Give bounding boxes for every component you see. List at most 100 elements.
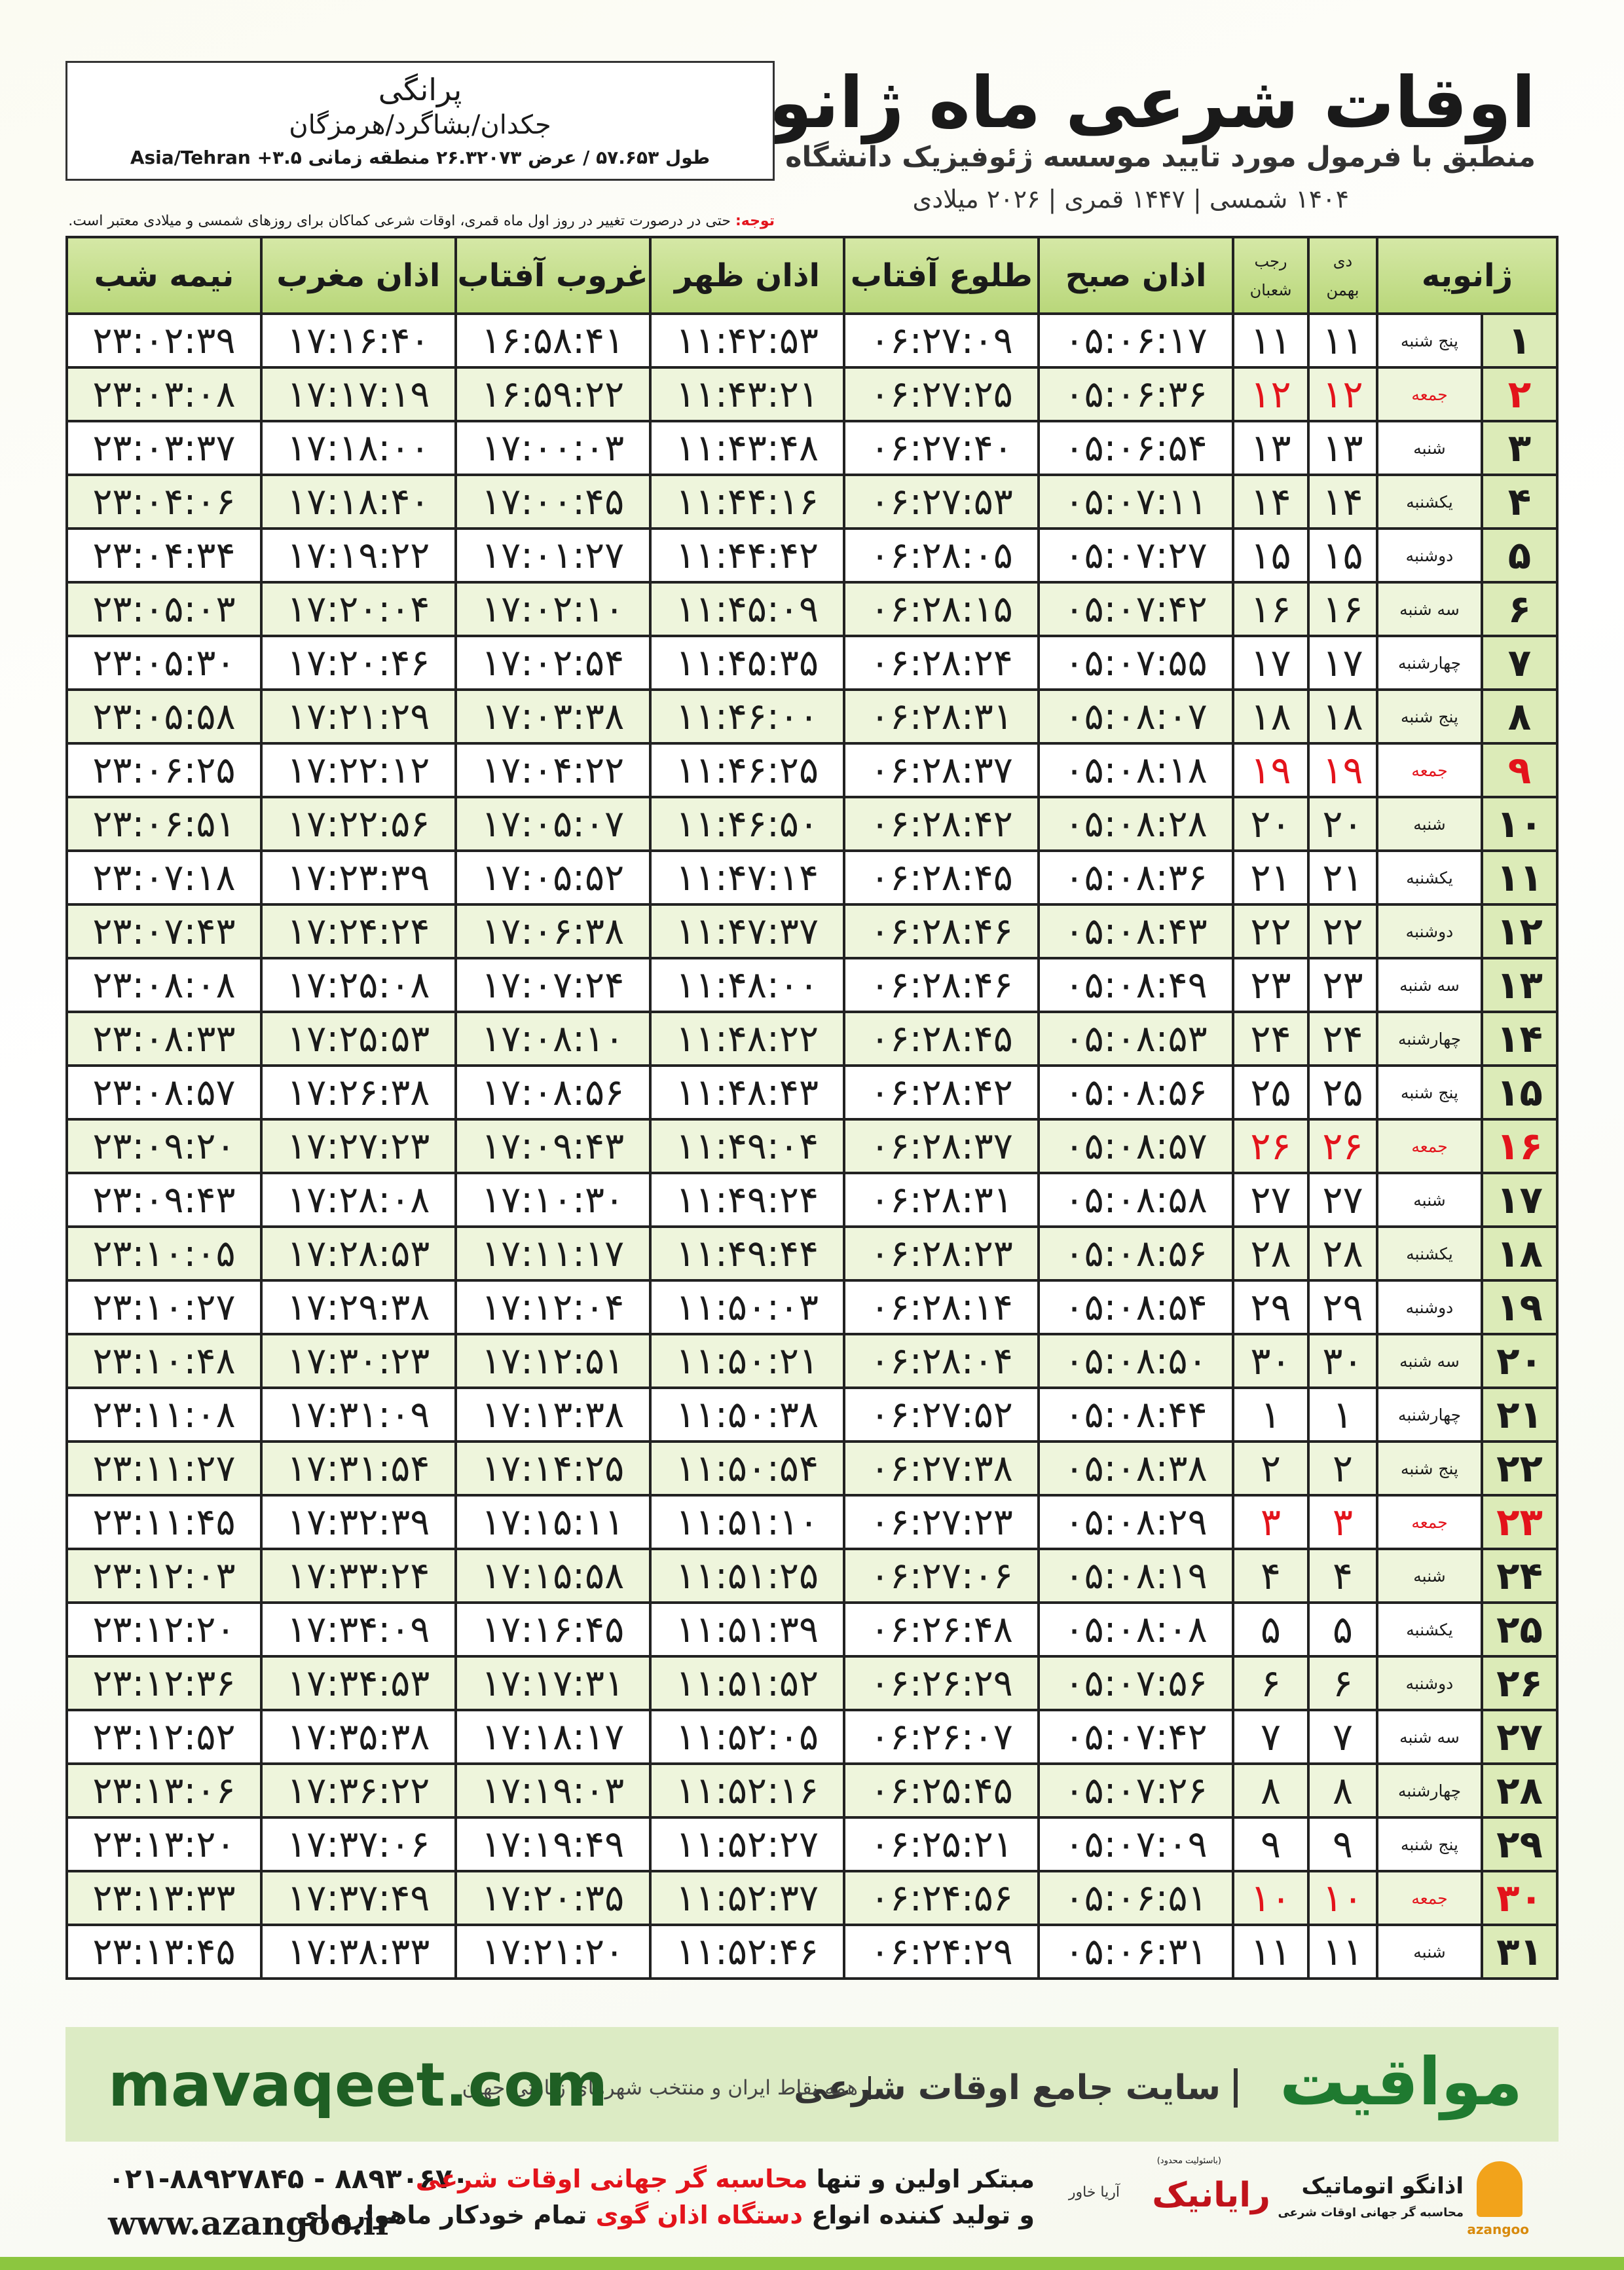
cell: ۱۷:۰۴:۲۲ (454, 742, 652, 798)
cell: یکشنبه (1376, 1225, 1483, 1282)
cell: ۱۴ (1307, 474, 1378, 530)
cell: جمعه (1376, 742, 1483, 798)
cell: ۱۷:۰۰:۰۳ (454, 420, 652, 476)
cell: ۰۵:۰۸:۵۴ (1037, 1279, 1234, 1335)
cell: ۹ (1307, 1816, 1378, 1872)
cell: ۶ (1307, 1655, 1378, 1711)
cell: ۰۵:۰۷:۵۶ (1037, 1655, 1234, 1711)
cell: ۰۵:۰۸:۵۷ (1037, 1118, 1234, 1174)
cell: ۱۶ (1232, 581, 1310, 637)
cell: ۱۳ (1481, 957, 1559, 1013)
cell: ۰۶:۲۸:۴۵ (843, 1011, 1041, 1067)
cell: ۳ (1307, 1494, 1378, 1550)
cell: جمعه (1376, 366, 1483, 422)
cell: شنبه (1376, 1548, 1483, 1604)
cell: ۰۵:۰۷:۲۶ (1037, 1762, 1234, 1819)
cell: ۲ (1307, 1440, 1378, 1497)
cell: ۱۷:۲۲:۱۲ (259, 742, 457, 798)
cell: ۱۷:۲۷:۲۳ (259, 1118, 457, 1174)
cell: ۱۷:۳۴:۰۹ (259, 1601, 457, 1658)
table-row: ۱۷ شنبه ۲۷ ۲۷ ۰۵:۰۸:۵۸ ۰۶:۲۸:۳۱ ۱۱:۴۹:۲۴ ۱۷:۱۰:… (65, 1172, 1559, 1228)
cell: ۰۵:۰۶:۳۶ (1037, 366, 1234, 422)
cell: ۱۳ (1307, 420, 1378, 476)
cell: ۲ (1232, 1440, 1310, 1497)
logo-text: آریا خاور (1068, 2184, 1120, 2201)
table-row: ۱۲ دوشنبه ۲۲ ۲۲ ۰۵:۰۸:۴۳ ۰۶:۲۸:۴۶ ۱۱:۴۷:۳۷ ۱۷:۰… (65, 903, 1559, 959)
cell: ۱۱:۴۶:۰۰ (648, 688, 846, 745)
footer-band (65, 2027, 1559, 2142)
cell: ۸ (1481, 688, 1559, 745)
cell: ۲۳:۱۳:۳۳ (65, 1870, 263, 1926)
cell: دوشنبه (1376, 903, 1483, 959)
logo-text: رایانیک (1152, 2176, 1270, 2215)
cell: ۱۱:۴۵:۰۹ (648, 581, 846, 637)
cell: ۲۹ (1481, 1816, 1559, 1872)
cell: ۰۶:۲۷:۵۳ (843, 474, 1041, 530)
cell: ۱۱:۵۱:۳۹ (648, 1601, 846, 1658)
cell: ۱۵ (1232, 527, 1310, 584)
cell: ۳۰ (1232, 1333, 1310, 1389)
logo-note: (باسئولیت محدود) (1156, 2156, 1221, 2166)
cell: ۱۱:۴۳:۴۸ (648, 420, 846, 476)
cell: ۰۶:۲۷:۰۶ (843, 1548, 1041, 1604)
cell: ۱۵ (1307, 527, 1378, 584)
cell: ۱۱:۴۸:۲۲ (648, 1011, 846, 1067)
tagline-line: و تولید کننده انواع دستگاه اذان گوی تمام… (297, 2201, 1035, 2229)
cell: ۹ (1481, 742, 1559, 798)
cell: ۱۷:۳۰:۲۳ (259, 1333, 457, 1389)
cell: ۱۱:۴۸:۴۳ (648, 1064, 846, 1121)
cell: ۲۳:۰۴:۰۶ (65, 474, 263, 530)
cell: ۱۷:۲۰:۰۴ (259, 581, 457, 637)
column-header: غروب آفتاب (454, 236, 652, 315)
cell: ۱۰ (1307, 1870, 1378, 1926)
cell: ۰۵:۰۶:۵۱ (1037, 1870, 1234, 1926)
table-row: ۲۶ دوشنبه ۶ ۶ ۰۵:۰۷:۵۶ ۰۶:۲۶:۲۹ ۱۱:۵۱:۵۲ ۱۷:۱۷:… (65, 1655, 1559, 1711)
cell: ۱۷:۱۶:۴۰ (259, 312, 457, 369)
cell: ۰۵:۰۸:۵۶ (1037, 1064, 1234, 1121)
cell: ۵ (1232, 1601, 1310, 1658)
text: محاسبه گر جهانی اوقات شرعی (415, 2165, 808, 2193)
cell: ۱۷ (1481, 1172, 1559, 1228)
cell: ۳۰ (1481, 1870, 1559, 1926)
prayer-table: ژانویه دی بهمن رجب شعبان اذان صبح طلوع آفتاب اذ… (65, 236, 1559, 1980)
website[interactable]: mavaqeet.com (108, 2050, 608, 2120)
cell: ۰۶:۲۸:۳۷ (843, 742, 1041, 798)
cell: ۰۵:۰۸:۱۸ (1037, 742, 1234, 798)
cell: ۰۵:۰۸:۰۷ (1037, 688, 1234, 745)
cell: ۱۶:۵۹:۲۲ (454, 366, 652, 422)
cell: ۰۶:۲۸:۳۱ (843, 1172, 1041, 1228)
table-row: ۳ شنبه ۱۳ ۱۳ ۰۵:۰۶:۵۴ ۰۶:۲۷:۴۰ ۱۱:۴۳:۴۸ ۱۷:۰۰:۰… (65, 420, 1559, 476)
cell: یکشنبه (1376, 849, 1483, 906)
cell: ۱۱:۴۴:۱۶ (648, 474, 846, 530)
cell: ۱۷:۳۲:۳۹ (259, 1494, 457, 1550)
cell: ۲۳ (1232, 957, 1310, 1013)
cell: ۱۷:۲۵:۰۸ (259, 957, 457, 1013)
cell: ۳۰ (1307, 1333, 1378, 1389)
cell: ۱۷:۳۵:۳۸ (259, 1709, 457, 1765)
table-row: ۲ جمعه ۱۲ ۱۲ ۰۵:۰۶:۳۶ ۰۶:۲۷:۲۵ ۱۱:۴۳:۲۱ ۱۶:۵۹:۲… (65, 366, 1559, 422)
cell: ۱۷:۱۳:۳۸ (454, 1386, 652, 1443)
cell: سه شنبه (1376, 581, 1483, 637)
cell: ۱۷:۳۶:۲۲ (259, 1762, 457, 1819)
cell: ۱۱:۵۱:۲۵ (648, 1548, 846, 1604)
website[interactable]: www.azangoo.ir (108, 2204, 393, 2242)
cell: ۱۷:۱۰:۳۰ (454, 1172, 652, 1228)
cell: ۱۷:۰۳:۳۸ (454, 688, 652, 745)
cell: ۱۷:۰۶:۳۸ (454, 903, 652, 959)
cell: ۲۳:۱۳:۰۶ (65, 1762, 263, 1819)
cell: ۲۶ (1481, 1655, 1559, 1711)
cell: پنج شنبه (1376, 1440, 1483, 1497)
table-row: ۴ یکشنبه ۱۴ ۱۴ ۰۵:۰۷:۱۱ ۰۶:۲۷:۵۳ ۱۱:۴۴:۱۶ ۱۷:۰۰… (65, 474, 1559, 530)
cell: ۰۵:۰۷:۱۱ (1037, 474, 1234, 530)
cell: ۱۹ (1481, 1279, 1559, 1335)
cell: ۱۱:۴۲:۵۳ (648, 312, 846, 369)
brand: مواقیت (1279, 2043, 1522, 2120)
cell: ۱۱:۴۹:۰۴ (648, 1118, 846, 1174)
cell: ۲۲ (1481, 1440, 1559, 1497)
note-text: حتی در درصورت تغییر در روز اول ماه قمری،… (68, 213, 731, 229)
table-row: ۳۰ جمعه ۱۰ ۱۰ ۰۵:۰۶:۵۱ ۰۶:۲۴:۵۶ ۱۱:۵۲:۳۷ ۱۷:۲۰:… (65, 1870, 1559, 1926)
cell: ۱۷:۰۵:۵۲ (454, 849, 652, 906)
cell: ۱۱:۵۰:۳۸ (648, 1386, 846, 1443)
cell: ۷ (1481, 635, 1559, 691)
